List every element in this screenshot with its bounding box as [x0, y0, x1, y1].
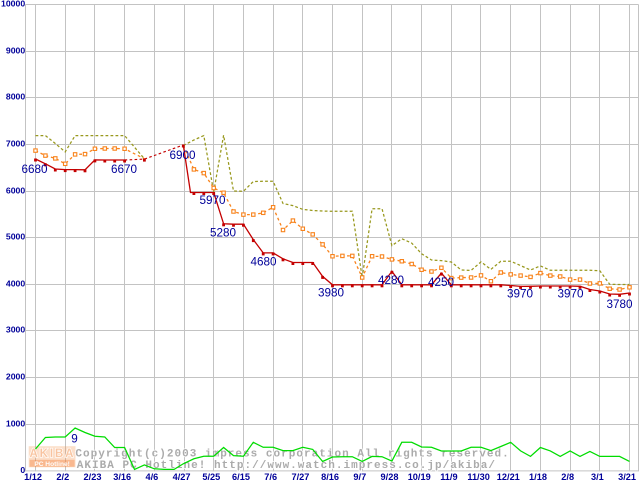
svg-text:9/7: 9/7 — [353, 472, 366, 480]
svg-text:3/16: 3/16 — [113, 472, 131, 480]
svg-text:8000: 8000 — [6, 92, 25, 102]
svg-text:1/18: 1/18 — [529, 472, 547, 480]
svg-text:4250: 4250 — [428, 276, 455, 289]
svg-text:8/16: 8/16 — [321, 472, 339, 480]
svg-text:5280: 5280 — [210, 227, 237, 240]
svg-text:2/23: 2/23 — [84, 472, 102, 480]
svg-text:2/8: 2/8 — [561, 472, 574, 480]
svg-text:7/27: 7/27 — [291, 472, 309, 480]
svg-text:1000: 1000 — [6, 419, 25, 429]
svg-text:2/2: 2/2 — [56, 472, 69, 480]
svg-text:3/1: 3/1 — [591, 472, 604, 480]
svg-text:10000: 10000 — [1, 0, 25, 9]
svg-text:11/30: 11/30 — [467, 472, 489, 480]
svg-text:1/12: 1/12 — [24, 472, 42, 480]
svg-text:5970: 5970 — [200, 194, 227, 207]
svg-text:3980: 3980 — [318, 287, 345, 300]
svg-text:3/21: 3/21 — [618, 472, 636, 480]
svg-text:10/19: 10/19 — [408, 472, 431, 480]
svg-text:6/15: 6/15 — [232, 472, 250, 480]
svg-text:4000: 4000 — [6, 279, 25, 289]
svg-text:5000: 5000 — [6, 232, 25, 242]
svg-text:5/25: 5/25 — [202, 472, 220, 480]
svg-text:Copyright(c)2003 impress corpo: Copyright(c)2003 impress corporation All… — [75, 449, 509, 461]
svg-text:9: 9 — [71, 432, 78, 445]
svg-text:7000: 7000 — [6, 139, 25, 149]
svg-text:AKIBA: AKIBA — [29, 448, 75, 460]
svg-text:12/21: 12/21 — [497, 472, 520, 480]
svg-text:7/6: 7/6 — [264, 472, 277, 480]
svg-text:3000: 3000 — [6, 325, 25, 335]
svg-text:4280: 4280 — [378, 274, 405, 287]
svg-text:AKIBA PC Hotline! http://www: AKIBA PC Hotline! http://www.watch.impre… — [77, 460, 496, 472]
svg-text:3970: 3970 — [558, 288, 585, 301]
svg-text:0: 0 — [20, 465, 25, 475]
svg-text:11/9: 11/9 — [440, 472, 457, 480]
svg-text:4/6: 4/6 — [146, 472, 159, 480]
svg-text:PC Hotline!: PC Hotline! — [34, 461, 70, 468]
svg-text:2000: 2000 — [6, 372, 25, 382]
svg-text:6000: 6000 — [6, 186, 25, 196]
svg-text:6680: 6680 — [22, 163, 49, 176]
svg-text:6900: 6900 — [170, 149, 197, 162]
svg-text:3970: 3970 — [507, 288, 534, 301]
svg-text:9/28: 9/28 — [381, 472, 399, 480]
svg-text:4680: 4680 — [251, 255, 278, 268]
svg-text:4/27: 4/27 — [173, 472, 191, 480]
svg-text:9000: 9000 — [6, 46, 25, 56]
svg-text:3780: 3780 — [607, 298, 634, 311]
svg-text:6670: 6670 — [111, 163, 138, 176]
